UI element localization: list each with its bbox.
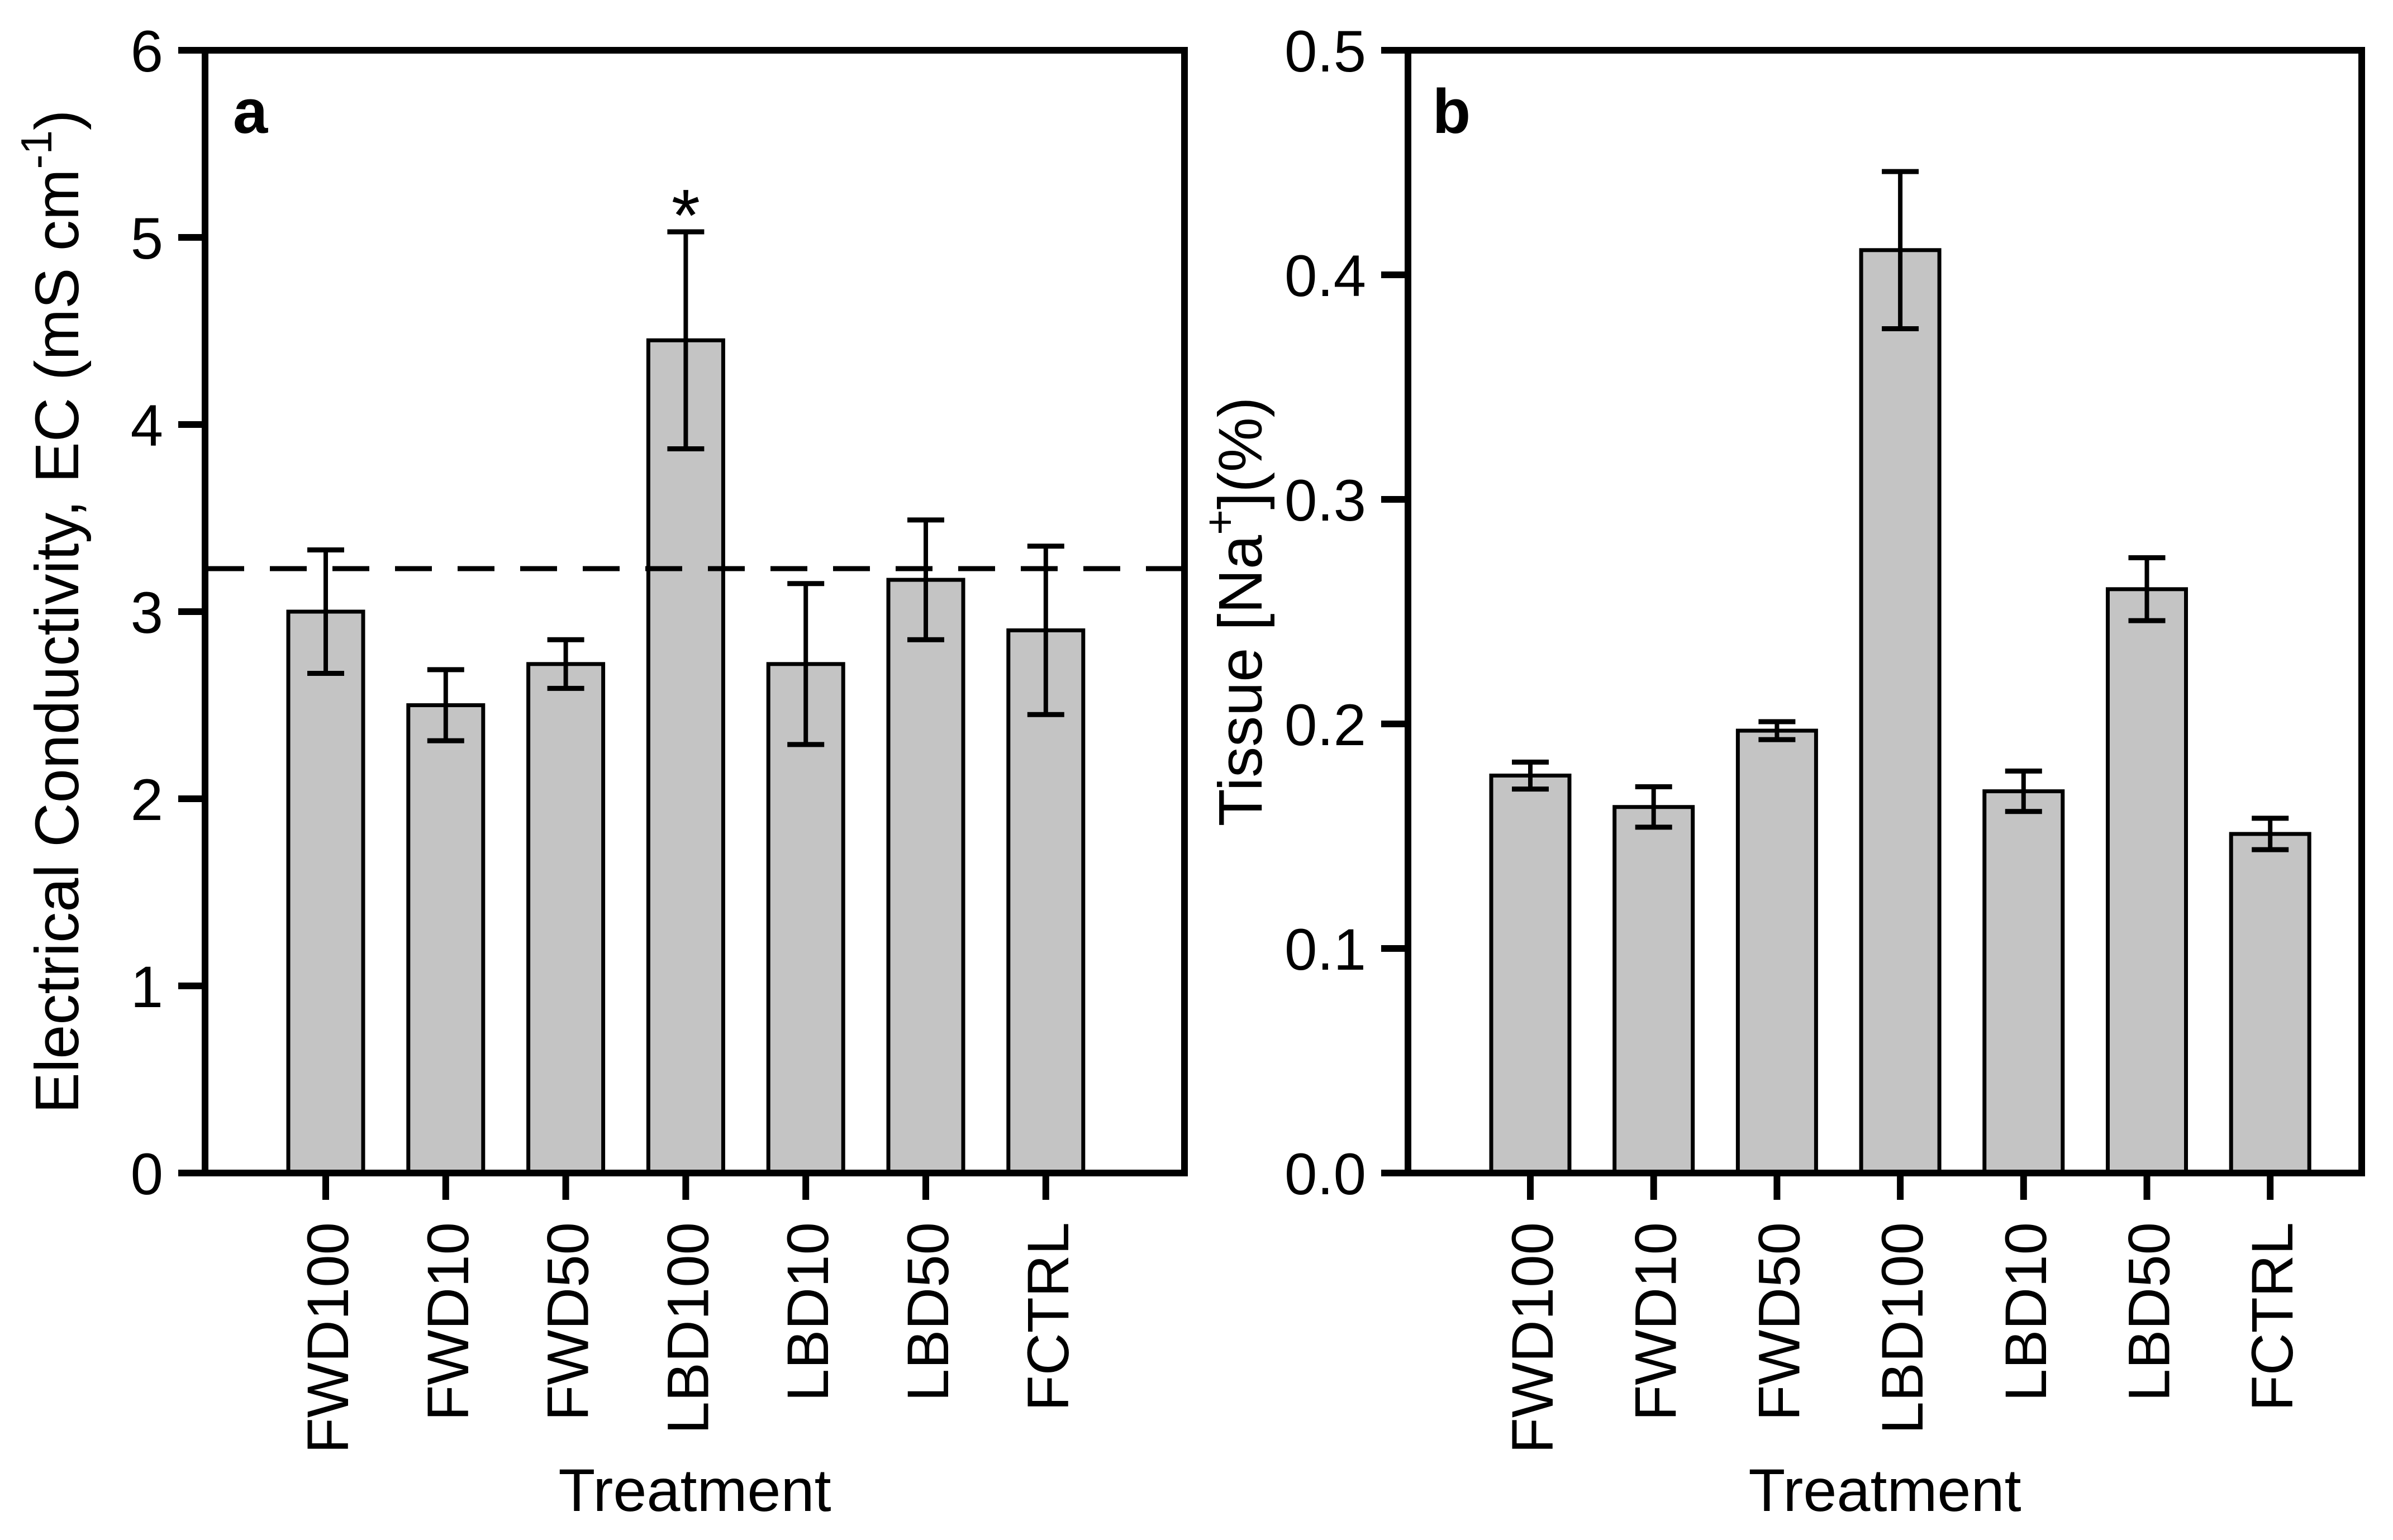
y-axis-title-text: Electrical Conductivity, EC (mS cm [23, 169, 92, 1113]
y-axis-title-superscript: -1 [12, 130, 61, 169]
y-axis-title: Tissue [Na+](%) [1195, 397, 1275, 827]
bar-LBD50 [2106, 587, 2188, 1175]
bar-LBD10 [1982, 789, 2065, 1175]
bar-LBD100 [1859, 248, 1942, 1175]
x-axis-tick-label: FWD10 [1624, 1222, 1689, 1421]
error-bar-FWD100 [1512, 759, 1549, 792]
x-axis-tick-label: FWD50 [536, 1222, 601, 1421]
bar-FWD10 [1612, 805, 1695, 1175]
x-axis-tick-label: FWD100 [1500, 1222, 1566, 1453]
y-axis-title-superscript: + [1195, 509, 1244, 535]
y-axis-tick-label: 6 [131, 19, 163, 84]
panel-a: 0 1 2 3 4 5 6 FWD100 FWD10 FWD50 LBD100 LBD10 LBD50 F… [12, 19, 1188, 1524]
panel-letter: a [233, 77, 268, 146]
x-axis-tick-label: LBD100 [1870, 1222, 1935, 1434]
bar-FWD50 [1735, 728, 1818, 1175]
y-axis-tick-label: 2 [131, 767, 163, 833]
x-axis-tick-label: LBD10 [1994, 1222, 2059, 1401]
y-axis-tick-label: 3 [131, 580, 163, 646]
bar-LBD100 [646, 338, 725, 1175]
y-axis-title-text: ](%) [1206, 397, 1275, 510]
error-bar-FWD10 [1635, 784, 1672, 830]
y-axis-tick-label: 0.3 [1284, 468, 1366, 533]
bar-FWD50 [526, 662, 606, 1175]
y-axis-tick-label: 0.2 [1284, 693, 1366, 758]
y-axis-tick-label: 0.5 [1284, 19, 1366, 84]
x-axis-tick-label: LBD50 [896, 1222, 961, 1401]
x-axis-tick-label: FWD100 [296, 1222, 361, 1453]
y-axis-title-text: ) [23, 109, 92, 130]
panel-letter: b [1433, 77, 1471, 146]
panel-b: 0.0 0.1 0.2 0.3 0.4 0.5 FWD100 FWD10 FWD50 LBD100… [1195, 19, 2365, 1524]
error-bar-LBD100 [667, 229, 705, 452]
error-bar-LBD50 [2128, 555, 2166, 623]
y-axis-tick-label: 1 [131, 955, 163, 1020]
error-bar-FWD100 [307, 547, 344, 676]
bar-FCTRL [2229, 832, 2311, 1175]
error-bar-FWD10 [427, 667, 464, 743]
x-axis-tick-label: LBD10 [776, 1222, 841, 1401]
bar-FWD10 [406, 703, 486, 1175]
bar-FCTRL [1006, 628, 1086, 1175]
y-axis-title: Electrical Conductivity, EC (mS cm-1) [12, 109, 92, 1113]
error-bar-LBD100 [1882, 169, 1919, 331]
x-axis-title: Treatment [558, 1456, 831, 1524]
x-axis-tick-label: FWD50 [1747, 1222, 1812, 1421]
plot-box [1405, 47, 2365, 1176]
y-axis-tick-label: 0.0 [1284, 1142, 1366, 1207]
y-axis-tick-label: 4 [131, 393, 163, 459]
x-axis-title: Treatment [1748, 1456, 2021, 1524]
error-bar-FCTRL [2252, 816, 2289, 852]
y-axis-tick-label: 5 [131, 206, 163, 271]
error-bar-LBD50 [907, 517, 944, 642]
x-axis-tick-label: LBD50 [2117, 1222, 2182, 1401]
y-axis-tick-label: 0 [131, 1142, 163, 1207]
error-bar-FWD50 [1758, 719, 1796, 742]
error-bar-LBD10 [2005, 768, 2042, 814]
bar-LBD50 [886, 578, 965, 1175]
bar-FWD100 [286, 609, 365, 1175]
x-axis-tick-label: LBD100 [655, 1222, 721, 1434]
x-axis-tick-label: FWD10 [416, 1222, 481, 1421]
error-bar-LBD10 [787, 581, 825, 747]
significance-asterisk: * [672, 174, 700, 256]
y-axis-tick-label: 0.4 [1284, 244, 1366, 309]
error-bar-FWD50 [547, 637, 584, 691]
error-bar-FCTRL [1027, 543, 1064, 717]
bar-FWD100 [1489, 773, 1572, 1175]
x-axis-tick-label: FCTRL [2240, 1222, 2305, 1411]
y-axis-tick-label: 0.1 [1284, 917, 1366, 983]
x-axis-tick-label: FCTRL [1016, 1222, 1081, 1411]
y-axis-title-text: Tissue [Na [1206, 535, 1275, 826]
